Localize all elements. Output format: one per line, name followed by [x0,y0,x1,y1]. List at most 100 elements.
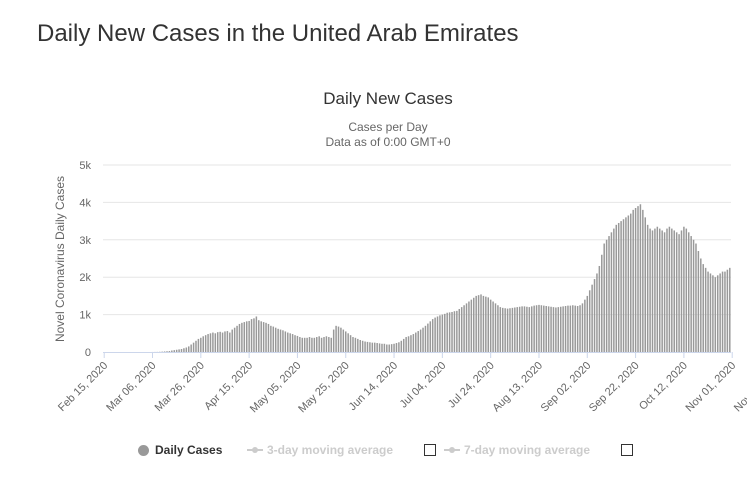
daily-cases-bar[interactable] [190,344,192,352]
daily-cases-bar[interactable] [540,305,543,352]
daily-cases-bar[interactable] [243,322,246,352]
daily-cases-bar[interactable] [535,305,538,352]
daily-cases-bar[interactable] [168,351,171,352]
daily-cases-bar[interactable] [702,264,704,352]
daily-cases-bar[interactable] [473,297,475,352]
daily-cases-bar[interactable] [675,232,678,352]
daily-cases-bar[interactable] [533,305,535,352]
daily-cases-bar[interactable] [171,350,173,353]
daily-cases-bar[interactable] [410,335,412,352]
daily-cases-bar[interactable] [233,327,236,352]
daily-cases-bar[interactable] [419,329,422,352]
daily-cases-bar[interactable] [697,251,700,352]
daily-cases-bar[interactable] [637,206,639,352]
daily-cases-bar[interactable] [267,323,270,352]
daily-cases-bar[interactable] [166,351,168,352]
daily-cases-bar[interactable] [468,301,470,352]
daily-cases-bar[interactable] [296,335,299,352]
daily-cases-bar[interactable] [255,316,258,352]
daily-cases-bar[interactable] [538,304,540,352]
daily-cases-bar[interactable] [270,325,272,352]
daily-cases-bar[interactable] [663,232,666,352]
daily-cases-bar[interactable] [683,226,685,352]
daily-cases-bar[interactable] [726,269,729,352]
daily-cases-bar[interactable] [192,342,195,352]
daily-cases-bar[interactable] [204,335,207,352]
daily-cases-bar[interactable] [497,305,499,352]
daily-cases-bar[interactable] [656,226,659,352]
daily-cases-bar[interactable] [588,290,591,352]
daily-cases-bar[interactable] [716,275,719,352]
daily-cases-bar[interactable] [605,239,608,352]
daily-cases-bar[interactable] [550,306,552,352]
daily-cases-bar[interactable] [219,331,221,352]
daily-cases-bar[interactable] [562,306,564,352]
daily-cases-bar[interactable] [229,332,231,352]
daily-cases-bar[interactable] [306,337,308,352]
daily-cases-bar[interactable] [465,303,468,352]
daily-cases-bar[interactable] [634,208,637,352]
daily-cases-bar[interactable] [685,228,688,352]
daily-cases-bar[interactable] [579,305,581,352]
daily-cases-bar[interactable] [639,204,642,352]
7day-average-checkbox[interactable] [621,444,633,456]
daily-cases-bar[interactable] [714,277,717,352]
daily-cases-bar[interactable] [279,329,282,352]
daily-cases-bar[interactable] [668,226,671,352]
daily-cases-bar[interactable] [415,332,417,352]
daily-cases-bar[interactable] [214,333,217,352]
daily-cases-bar[interactable] [485,296,487,352]
daily-cases-bar[interactable] [429,321,432,352]
legend-3day-average[interactable]: 3-day moving average [247,440,393,460]
daily-cases-bar[interactable] [325,336,328,352]
daily-cases-bar[interactable] [175,349,178,352]
daily-cases-bar[interactable] [436,316,439,352]
daily-cases-bar[interactable] [446,312,448,352]
daily-cases-bar[interactable] [584,299,586,352]
daily-cases-bar[interactable] [576,306,579,352]
daily-cases-bar[interactable] [386,344,388,352]
daily-cases-bar[interactable] [654,228,656,352]
daily-cases-bar[interactable] [238,323,241,352]
daily-cases-bar[interactable] [559,306,562,352]
daily-cases-bar[interactable] [586,295,589,352]
daily-cases-bar[interactable] [236,325,238,352]
daily-cases-bar[interactable] [547,306,550,352]
daily-cases-bar[interactable] [521,306,523,352]
daily-cases-bar[interactable] [729,267,731,352]
daily-cases-bar[interactable] [574,305,576,352]
daily-cases-bar[interactable] [207,334,209,352]
daily-cases-bar[interactable] [480,294,482,352]
daily-cases-bar[interactable] [704,267,707,352]
daily-cases-bar[interactable] [209,333,212,352]
daily-cases-bar[interactable] [262,322,265,352]
daily-cases-bar[interactable] [552,307,555,352]
daily-cases-bar[interactable] [373,342,376,352]
daily-cases-bar[interactable] [412,334,415,352]
legend-7day-average[interactable]: 7-day moving average [444,440,590,460]
daily-cases-bar[interactable] [402,338,405,352]
daily-cases-bar[interactable] [422,327,424,352]
daily-cases-bar[interactable] [601,254,603,352]
daily-cases-bar[interactable] [195,340,197,352]
daily-cases-bar[interactable] [591,284,593,352]
daily-cases-bar[interactable] [709,273,712,352]
daily-cases-bar[interactable] [395,343,398,352]
daily-cases-bar[interactable] [200,337,202,352]
daily-cases-bar[interactable] [518,306,521,352]
daily-cases-bar[interactable] [651,230,654,352]
daily-cases-bar[interactable] [330,337,333,352]
daily-cases-bar[interactable] [690,236,692,352]
daily-cases-bar[interactable] [502,307,504,352]
daily-cases-bar[interactable] [444,313,446,352]
daily-cases-bar[interactable] [405,337,407,352]
daily-cases-bar[interactable] [250,319,253,352]
daily-cases-bar[interactable] [173,350,176,352]
daily-cases-bar[interactable] [371,342,374,352]
daily-cases-bar[interactable] [557,307,560,352]
daily-cases-bar[interactable] [378,343,381,352]
daily-cases-bar[interactable] [603,243,605,352]
daily-cases-bar[interactable] [311,337,313,352]
daily-cases-bar[interactable] [569,305,572,352]
daily-cases-bar[interactable] [332,329,335,352]
